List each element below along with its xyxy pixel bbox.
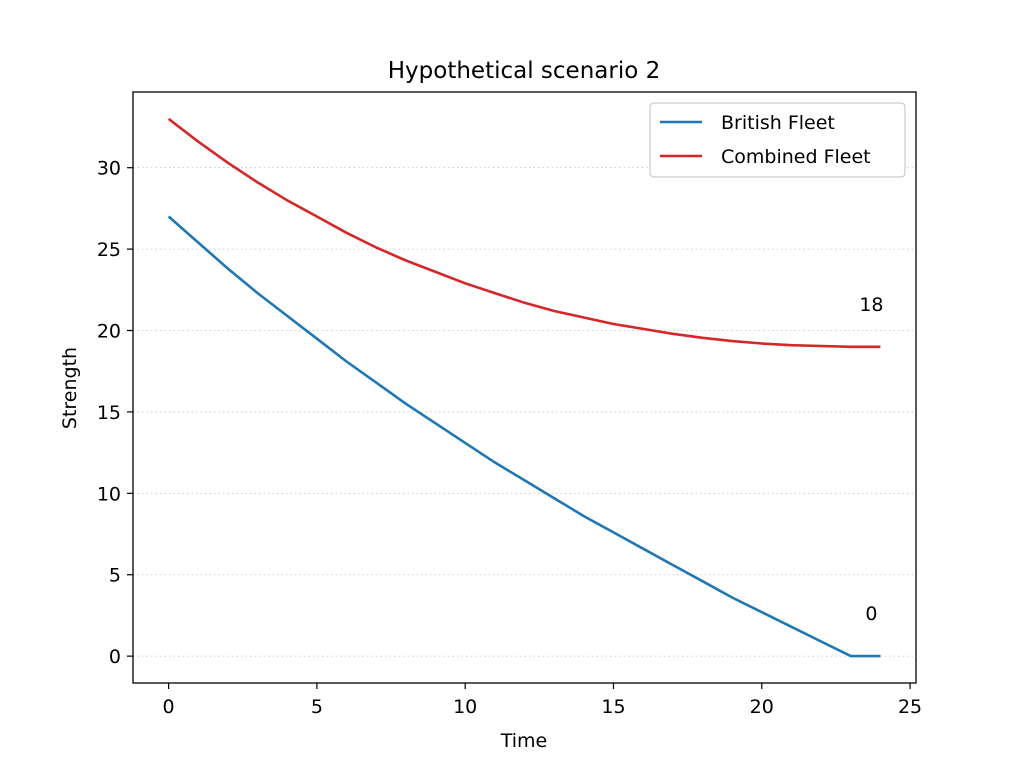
y-tick-label: 10 <box>97 483 121 505</box>
end-label-british-fleet: 0 <box>865 603 877 625</box>
y-tick-label: 0 <box>109 646 121 668</box>
x-axis-label: Time <box>500 730 548 752</box>
legend: British Fleet Combined Fleet <box>649 102 906 178</box>
x-tick-label: 5 <box>311 696 323 718</box>
y-tick-label: 5 <box>109 565 121 587</box>
plot-frame <box>132 91 917 684</box>
x-tick-label: 25 <box>898 696 922 718</box>
series-layer <box>167 117 881 658</box>
y-tick-label: 15 <box>97 402 121 424</box>
y-tick-label: 30 <box>97 158 121 180</box>
x-tick-label: 10 <box>453 696 477 718</box>
end-labels: 0 18 <box>859 294 883 625</box>
series-line-british-fleet <box>167 215 881 658</box>
y-gridlines <box>133 167 916 657</box>
x-axis-ticks: 0 5 10 15 20 25 <box>163 683 922 718</box>
x-tick-label: 20 <box>750 696 774 718</box>
series-line-combined-fleet <box>167 117 881 349</box>
y-axis-ticks: 0 5 10 15 20 25 30 <box>97 158 133 668</box>
end-label-combined-fleet: 18 <box>859 294 883 316</box>
x-tick-label: 15 <box>601 696 625 718</box>
legend-box <box>649 102 906 178</box>
y-tick-label: 25 <box>97 239 121 261</box>
y-tick-label: 20 <box>97 321 121 343</box>
legend-label-combined-fleet: Combined Fleet <box>721 146 871 168</box>
legend-label-british-fleet: British Fleet <box>721 112 835 134</box>
chart-title: Hypothetical scenario 2 <box>388 58 661 84</box>
y-axis-label: Strength <box>59 347 81 429</box>
x-tick-label: 0 <box>163 696 175 718</box>
